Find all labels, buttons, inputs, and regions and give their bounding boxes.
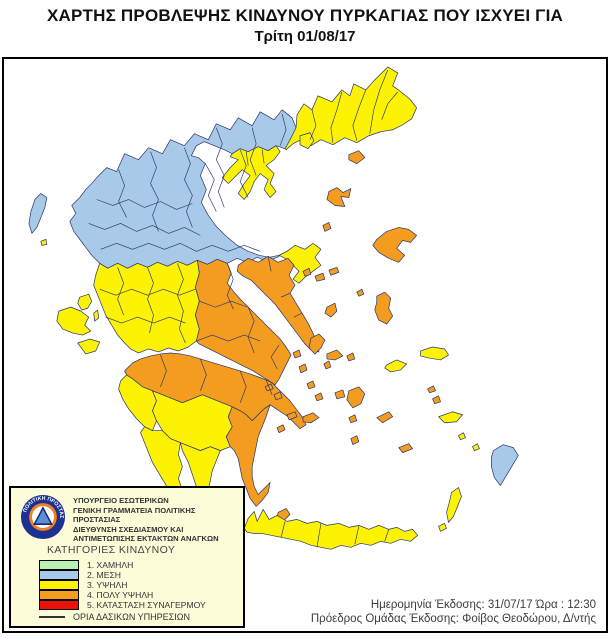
region-west-central: [93, 259, 200, 354]
island-thasos: [299, 132, 315, 150]
region-chalkidiki: [221, 145, 281, 200]
island-ithaki: [93, 309, 100, 322]
greece-risk-map: [28, 66, 519, 550]
forest-service-boundary-line-icon: [39, 616, 65, 618]
medium-risk-swatch: [39, 569, 79, 580]
legend-item-low: 1. ΧΑΜΗΛΗ: [39, 559, 206, 570]
island-skyros: [324, 302, 338, 318]
island-ikaria: [384, 359, 408, 373]
island-sifnos: [314, 392, 324, 402]
legend-item-label: 1. ΧΑΜΗΛΗ: [87, 560, 134, 570]
legend-item-alert: 5. ΚΑΤΑΣΤΑΣΗ ΣΥΝΑΓΕΡΜΟΥ: [39, 599, 206, 610]
legend-categories-title: ΚΑΤΗΓΟΡΙΕΣ ΚΙΝΔΥΝΟΥ: [47, 544, 176, 556]
island-karpathos: [446, 487, 462, 523]
page-title: ΧΑΡΤΗΣ ΠΡΟΒΛΕΨΗΣ ΚΙΝΔΥΝΟΥ ΠΥΡΚΑΓΙΑΣ ΠΟΥ …: [46, 6, 563, 25]
island-aegina: [273, 391, 283, 401]
island-kefalonia: [56, 306, 92, 336]
island-hydra: [286, 411, 298, 421]
page-subtitle: Τρίτη 01/08/17: [254, 28, 356, 45]
island-santorini: [350, 435, 360, 446]
island-paxoi: [40, 239, 48, 246]
island-regions: [28, 132, 519, 550]
island-chios: [374, 291, 394, 325]
high-risk-swatch: [39, 579, 79, 590]
alert-risk-swatch: [39, 599, 79, 610]
island-tilos: [458, 432, 466, 441]
island-astypalaia: [398, 443, 413, 453]
island-leros: [427, 385, 436, 394]
island-samothraki: [348, 150, 366, 164]
island-alonnisos: [328, 266, 340, 276]
island-crete: [243, 509, 418, 550]
region-boeotia-attica: [195, 258, 292, 386]
island-kos: [438, 411, 463, 424]
prefecture-border-lines: [88, 69, 398, 548]
island-agios-efstratios: [322, 222, 332, 232]
island-corfu: [28, 193, 48, 234]
very-high-risk-swatch: [39, 589, 79, 600]
island-kalymnos: [432, 395, 441, 405]
issue-president-line: Πρόεδρος Ομάδας Έκδοσης: Φοίβος Θεοδώρου…: [310, 613, 596, 625]
island-paros: [334, 389, 346, 400]
island-lefkada: [77, 293, 93, 311]
agency-block: ΥΠΟΥΡΓΕΙΟ ΕΣΩΤΕΡΙΚΩΝ ΓΕΝΙΚΗ ΓΡΑΜΜΑΤΕΙΑ Π…: [73, 496, 241, 544]
island-serifos: [306, 380, 316, 390]
island-naxos: [346, 386, 366, 409]
region-east-peloponnese: [225, 404, 271, 507]
island-milos: [302, 412, 320, 424]
island-andros: [308, 333, 326, 355]
island-ios: [348, 414, 358, 424]
legend-items: 1. ΧΑΜΗΛΗ 2. ΜΕΣΗ 3. ΥΨΗΛΗ 4. ΠΟΛΥ ΥΨΗΛΗ…: [39, 559, 206, 610]
legend-item-label: 5. ΚΑΤΑΣΤΑΣΗ ΣΥΝΑΓΕΡΜΟΥ: [87, 600, 206, 610]
agency-line: ΔΙΕΥΘΥΝΣΗ ΣΧΕΔΙΑΣΜΟΥ ΚΑΙ: [73, 524, 184, 534]
island-spetses: [276, 424, 286, 434]
island-skopelos: [314, 272, 326, 282]
island-symi: [472, 443, 480, 451]
island-amorgos: [376, 411, 394, 424]
logo-triangle-icon: [33, 506, 53, 525]
island-lemnos: [326, 187, 352, 207]
island-mykonos: [346, 352, 356, 362]
legend-item-very-high: 4. ΠΟΛΥ ΥΨΗΛΗ: [39, 589, 206, 600]
island-zakynthos: [77, 338, 101, 355]
agency-line: ΓΕΝΙΚΗ ΓΡΑΜΜΑΤΕΙΑ ΠΟΛΙΤΙΚΗΣ ΠΡΟΣΤΑΣΙΑΣ: [73, 505, 196, 525]
island-kythnos: [298, 363, 308, 374]
boundary-label: ΟΡΙΑ ΔΑΣΙΚΩΝ ΥΠΗΡΕΣΙΩΝ: [73, 612, 190, 622]
map-frame: ΠΟΛΙΤΙΚΗ ΠΡΟΣΤΑΣΙΑ ΕΛΛΑΔΑ ΥΠΟΥΡΓΕΙΟ ΕΣΩΤ…: [2, 57, 608, 633]
legend-item-label: 4. ΠΟΛΥ ΥΨΗΛΗ: [87, 590, 154, 600]
agency-line: ΑΝΤΙΜΕΤΩΠΙΣΗΣ ΕΚΤΑΚΤΩΝ ΑΝΑΓΚΩΝ: [73, 534, 219, 544]
island-tinos: [326, 349, 344, 361]
issue-date-line: Ημερομηνία Έκδοσης: 31/07/17 Ώρα : 12:30: [370, 599, 596, 611]
legend-item-label: 2. ΜΕΣΗ: [87, 570, 121, 580]
low-risk-swatch: [39, 559, 79, 570]
island-kea: [292, 349, 302, 359]
island-syros: [323, 360, 332, 370]
legend-item-high: 3. ΥΨΗΛΗ: [39, 579, 206, 590]
island-skiathos: [302, 267, 312, 277]
legend-item-medium: 2. ΜΕΣΗ: [39, 569, 206, 580]
issue-info: Ημερομηνία Έκδοσης: 31/07/17 Ώρα : 12:30…: [311, 598, 596, 626]
agency-line: ΥΠΟΥΡΓΕΙΟ ΕΣΩΤΕΡΙΚΩΝ: [73, 496, 169, 505]
legend-panel: ΠΟΛΙΤΙΚΗ ΠΡΟΣΤΑΣΙΑ ΕΛΛΑΔΑ ΥΠΟΥΡΓΕΙΟ ΕΣΩΤ…: [9, 486, 245, 628]
civil-protection-logo: ΠΟΛΙΤΙΚΗ ΠΡΟΣΤΑΣΙΑ ΕΛΛΑΔΑ: [20, 494, 66, 540]
island-lesvos: [372, 227, 417, 263]
island-rhodes: [491, 444, 519, 486]
legend-boundary-item: ΟΡΙΑ ΔΑΣΙΚΩΝ ΥΠΗΡΕΣΙΩΝ: [39, 612, 190, 622]
island-samos: [420, 346, 449, 361]
island-psara: [356, 288, 365, 297]
island-kasos: [438, 523, 447, 532]
legend-item-label: 3. ΥΨΗΛΗ: [87, 580, 128, 590]
mainland-regions: [69, 66, 417, 507]
